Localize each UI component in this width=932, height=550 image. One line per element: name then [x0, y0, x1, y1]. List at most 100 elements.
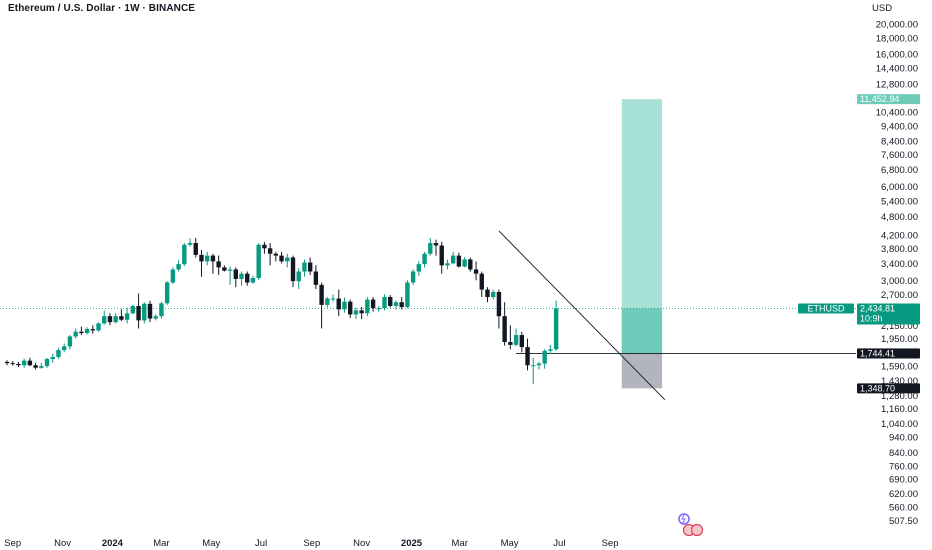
- candle: [159, 301, 164, 319]
- candle-body: [416, 264, 422, 272]
- candle: [90, 325, 95, 334]
- candle: [388, 294, 393, 308]
- candle-body: [267, 248, 273, 254]
- candle: [205, 251, 210, 266]
- candle-body: [62, 346, 67, 351]
- candle-body: [330, 298, 336, 300]
- candle: [410, 269, 416, 285]
- candle: [67, 335, 73, 350]
- candle: [136, 293, 141, 329]
- candle: [485, 287, 490, 303]
- candle-body: [210, 255, 216, 262]
- candle-body: [113, 316, 118, 323]
- price-label-stop: 1,348.70: [857, 383, 920, 394]
- candle: [456, 252, 462, 268]
- candle-body: [67, 336, 73, 347]
- candle-body: [376, 308, 381, 310]
- x-tick-label: Nov: [353, 538, 370, 549]
- flag-icon: [690, 523, 704, 537]
- y-tick-label: 6,000.00: [881, 182, 918, 193]
- candle-body: [405, 282, 410, 308]
- candle-body: [10, 363, 15, 365]
- candle-body: [370, 299, 376, 309]
- candle-body: [33, 365, 38, 368]
- candle: [439, 241, 444, 274]
- x-tick-label: Mar: [452, 538, 468, 549]
- candle: [348, 299, 353, 318]
- candle: [199, 250, 204, 277]
- candle: [491, 289, 496, 300]
- candle: [399, 297, 404, 310]
- candle-body: [468, 259, 473, 270]
- candle-body: [233, 269, 238, 279]
- candle: [508, 325, 513, 350]
- y-tick-label: 20,000.00: [876, 19, 918, 30]
- x-tick-label: Sep: [602, 538, 619, 549]
- candle-body: [107, 316, 113, 323]
- candle-body: [439, 245, 444, 266]
- chart-title: Ethereum / U.S. Dollar · 1W · BINANCE: [8, 3, 196, 14]
- candle-body: [473, 269, 479, 274]
- candle: [302, 259, 307, 277]
- candle: [342, 297, 347, 313]
- candle-body: [548, 349, 553, 351]
- candle: [502, 302, 507, 346]
- trendline: [498, 230, 666, 401]
- candle: [319, 282, 324, 329]
- price-label-target: 11,452.94: [857, 94, 920, 105]
- x-tick-label: Jul: [553, 538, 565, 549]
- candle-body: [450, 255, 456, 264]
- candle: [279, 251, 284, 264]
- y-tick-label: 840.00: [889, 448, 918, 459]
- candle-body: [519, 335, 524, 348]
- candle-body: [296, 271, 301, 282]
- x-tick-label: 2025: [401, 538, 423, 549]
- candle: [433, 239, 439, 256]
- candle-body: [256, 244, 261, 279]
- price-labels: 11,452.942,434.8110:9hETHUSD1,746.811,74…: [798, 94, 920, 394]
- candle: [531, 357, 536, 385]
- candle-body: [462, 259, 467, 267]
- candle-body: [73, 331, 78, 337]
- candle: [553, 300, 559, 351]
- candle-body: [353, 310, 359, 315]
- candle: [222, 265, 227, 272]
- candle-body: [16, 363, 21, 366]
- candle: [56, 347, 61, 359]
- price-label-value: 2,434.81: [860, 303, 895, 313]
- candle-body: [216, 261, 221, 268]
- candle: [124, 307, 130, 324]
- candle-body: [227, 269, 233, 271]
- candle-body: [102, 316, 107, 324]
- candle-body: [433, 243, 439, 246]
- candle-body: [147, 303, 153, 319]
- candle-body: [153, 316, 158, 319]
- candle: [313, 265, 319, 290]
- y-tick-label: 9,400.00: [881, 121, 918, 132]
- candle-body: [479, 273, 484, 290]
- x-tick-label: Sep: [303, 538, 320, 549]
- price-label-bg: [857, 348, 920, 359]
- y-tick-label: 5,400.00: [881, 196, 918, 207]
- y-tick-label: 3,800.00: [881, 244, 918, 255]
- time-axis: Sep Nov 2024 Mar May Jul Sep Nov 2025 Mar May Jul Se…: [4, 538, 618, 549]
- candle: [16, 361, 21, 367]
- y-tick-label: 1,430.00: [881, 376, 918, 387]
- candle: [450, 251, 456, 265]
- candle: [164, 281, 170, 305]
- candle-body: [485, 289, 490, 298]
- candle: [359, 307, 364, 320]
- candle: [107, 313, 113, 326]
- candle: [536, 361, 542, 370]
- candle: [525, 338, 530, 371]
- candle-body: [136, 305, 141, 321]
- candle-body: [21, 360, 27, 366]
- candle-body: [307, 262, 313, 272]
- candle-body: [325, 298, 330, 305]
- candle: [262, 242, 267, 254]
- candle: [27, 357, 33, 367]
- candle: [79, 326, 84, 336]
- candle-body: [39, 366, 44, 368]
- y-tick-label: 16,000.00: [876, 49, 918, 60]
